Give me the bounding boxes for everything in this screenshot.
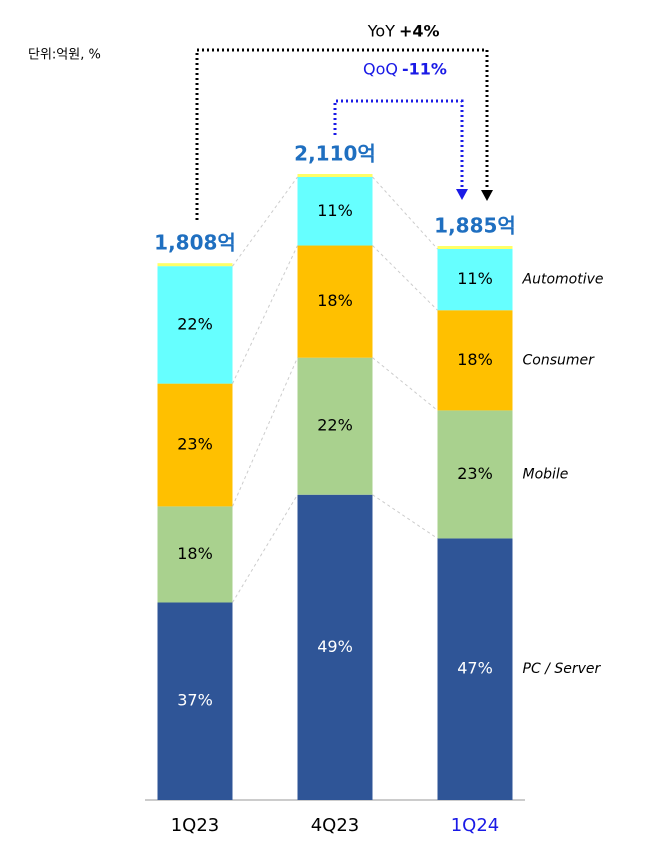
connector (232, 176, 298, 267)
yoy-value: +4% (399, 22, 440, 41)
qoq-label: QoQ (363, 60, 398, 79)
bar-segment (437, 248, 513, 311)
connector (372, 357, 438, 411)
bar-cap (437, 245, 513, 249)
series-label: PC / Server (523, 661, 602, 677)
x-tick-label: 1Q24 (451, 815, 500, 836)
connector (232, 245, 298, 384)
bar-segment (297, 245, 373, 358)
qoq-arrowhead (456, 189, 468, 200)
yoy-label: YoY (367, 22, 395, 41)
bar-segment (297, 494, 373, 800)
total-label: 2,110억 (294, 142, 376, 166)
connector (372, 176, 438, 250)
segment-label: 11% (457, 269, 493, 288)
qoq-value: -11% (402, 60, 447, 79)
segment-label: 18% (177, 544, 213, 563)
connector (372, 245, 438, 311)
series-label: Automotive (522, 272, 604, 288)
segment-label: 11% (317, 201, 353, 220)
segment-label: 23% (177, 435, 213, 454)
bar-segment (437, 310, 513, 411)
series-label: Mobile (523, 466, 569, 482)
bar-cap (157, 263, 233, 267)
segment-label: 22% (317, 416, 353, 435)
segment-label: 49% (317, 637, 353, 656)
connector (372, 494, 438, 539)
bar-segment (437, 410, 513, 539)
unit-note: 단위:억원, % (28, 48, 101, 63)
bar-segment (437, 538, 513, 800)
bar-segment (157, 383, 233, 507)
segment-label: 22% (177, 314, 213, 333)
segment-label: 18% (317, 291, 353, 310)
bar-cap (297, 174, 373, 177)
yoy-arrowhead (481, 190, 493, 201)
total-label: 1,885억 (434, 213, 516, 237)
bar-segment (297, 357, 373, 495)
x-tick-label: 4Q23 (311, 815, 360, 836)
yoy-arrow (195, 48, 489, 220)
x-tick-label: 1Q23 (171, 815, 220, 836)
connector (232, 357, 298, 507)
segment-label: 18% (457, 350, 493, 369)
connector (232, 494, 298, 603)
total-label: 1,808억 (154, 231, 236, 255)
segment-label: 23% (457, 464, 493, 483)
segment-label: 47% (457, 659, 493, 678)
qoq-arrow (333, 99, 464, 190)
bar-segment (157, 506, 233, 603)
bar-segment (157, 602, 233, 800)
bar-segment (157, 266, 233, 384)
segment-label: 37% (177, 691, 213, 710)
series-label: Consumer (523, 352, 596, 368)
bar-segment (297, 177, 373, 246)
